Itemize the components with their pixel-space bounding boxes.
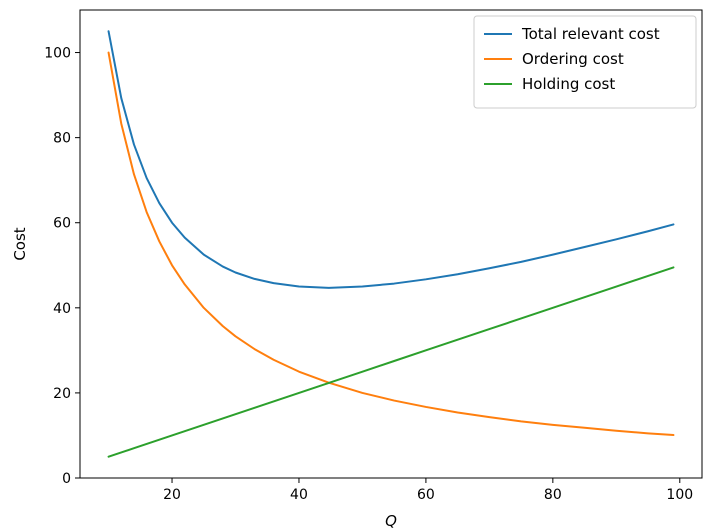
legend-label-0: Total relevant cost [521,25,660,43]
series-line-0 [107,30,675,289]
x-tick-label: 20 [163,487,181,503]
x-tick-label: 60 [417,487,435,503]
y-tick-label: 20 [53,386,71,402]
legend-box [473,15,697,109]
series-line-2 [107,266,675,458]
y-axis-label: Cost [11,227,29,260]
y-tick-label: 0 [62,471,71,487]
x-tick-label: 100 [666,487,693,503]
plot-frame [79,9,703,479]
y-tick-label: 60 [53,216,71,232]
legend-label-1: Ordering cost [522,50,624,68]
y-axis: 0 20 40 60 80 100 [44,46,80,487]
series-line-1 [107,51,675,437]
x-axis: 20 40 60 80 100 [163,478,693,503]
y-tick-label: 80 [53,131,71,147]
x-tick-label: 80 [544,487,562,503]
x-axis-label: Q [385,512,397,530]
legend-label-2: Holding cost [522,75,615,93]
y-tick-label: 100 [44,46,71,62]
legend: Total relevant cost Ordering cost Holding … [473,15,697,109]
y-tick-label: 40 [53,301,71,317]
series-layer [107,30,675,458]
x-tick-label: 40 [290,487,308,503]
